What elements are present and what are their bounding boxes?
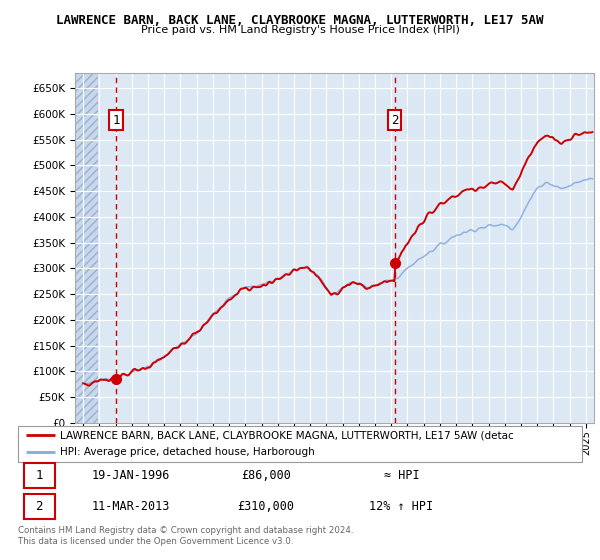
Text: 2: 2 <box>35 500 43 513</box>
Text: 2: 2 <box>391 114 398 127</box>
Bar <box>75 73 98 423</box>
Text: LAWRENCE BARN, BACK LANE, CLAYBROOKE MAGNA, LUTTERWORTH, LE17 5AW: LAWRENCE BARN, BACK LANE, CLAYBROOKE MAG… <box>56 14 544 27</box>
Text: 1: 1 <box>113 114 120 127</box>
Text: Price paid vs. HM Land Registry's House Price Index (HPI): Price paid vs. HM Land Registry's House … <box>140 25 460 35</box>
Text: ≈ HPI: ≈ HPI <box>384 469 419 482</box>
Text: Contains HM Land Registry data © Crown copyright and database right 2024.
This d: Contains HM Land Registry data © Crown c… <box>18 526 353 546</box>
FancyBboxPatch shape <box>23 463 55 488</box>
Text: £310,000: £310,000 <box>238 500 295 513</box>
FancyBboxPatch shape <box>18 426 582 462</box>
Text: LAWRENCE BARN, BACK LANE, CLAYBROOKE MAGNA, LUTTERWORTH, LE17 5AW (detac: LAWRENCE BARN, BACK LANE, CLAYBROOKE MAG… <box>60 431 514 440</box>
Text: 12% ↑ HPI: 12% ↑ HPI <box>370 500 434 513</box>
Text: HPI: Average price, detached house, Harborough: HPI: Average price, detached house, Harb… <box>60 447 315 457</box>
Text: 1: 1 <box>35 469 43 482</box>
Text: £86,000: £86,000 <box>241 469 291 482</box>
FancyBboxPatch shape <box>23 494 55 519</box>
Text: 11-MAR-2013: 11-MAR-2013 <box>92 500 170 513</box>
Text: 19-JAN-1996: 19-JAN-1996 <box>92 469 170 482</box>
